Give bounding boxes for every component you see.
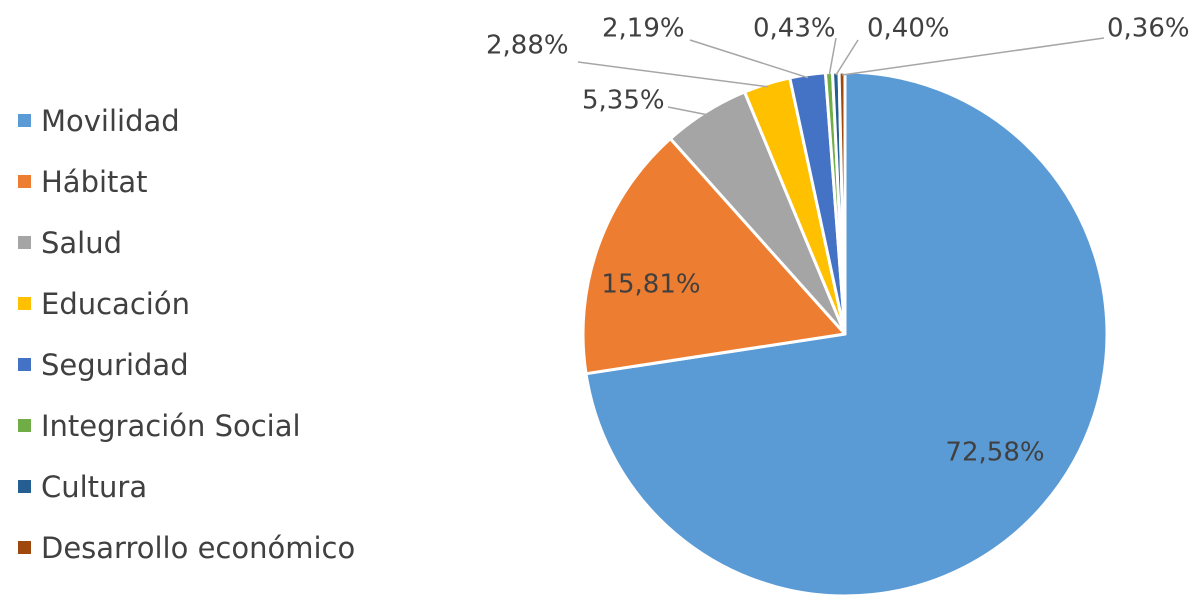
legend-swatch [18, 175, 31, 188]
data-label-habitat: 15,81% [601, 270, 700, 300]
slice-desarrollo-economico [837, 70, 847, 336]
leader-line-desarrollo-economico [841, 37, 1105, 76]
legend-item-integracion-social: Integración Social [18, 395, 355, 456]
data-label-seguridad: 2,19% [602, 14, 685, 44]
legend-swatch [18, 480, 31, 493]
legend-label: Seguridad [41, 347, 189, 382]
data-label-desarrollo-economico: 0,36% [1107, 14, 1190, 44]
legend-item-cultura: Cultura [18, 456, 355, 517]
chart-legend: Movilidad Hábitat Salud Educación Seguridad I… [18, 90, 355, 578]
legend-swatch [18, 114, 31, 127]
leader-lines [577, 37, 1105, 116]
legend-label: Cultura [41, 469, 148, 504]
legend-item-salud: Salud [18, 212, 355, 273]
data-label-movilidad: 72,58% [945, 438, 1044, 468]
legend-swatch [18, 358, 31, 371]
legend-swatch [18, 236, 31, 249]
legend-label: Educación [41, 286, 190, 321]
leader-line-integracion-social [828, 37, 837, 76]
legend-label: Hábitat [41, 164, 148, 199]
legend-swatch [18, 419, 31, 432]
data-label-salud: 5,35% [582, 86, 665, 116]
legend-item-habitat: Hábitat [18, 151, 355, 212]
legend-label: Desarrollo económico [41, 530, 356, 565]
leader-line-salud [667, 106, 708, 116]
legend-swatch [18, 541, 31, 554]
leader-line-educacion [577, 61, 768, 88]
data-label-educacion: 2,88% [486, 31, 569, 61]
data-label-integracion-social: 0,43% [753, 14, 836, 44]
leader-line-cultura [835, 39, 859, 76]
slice-habitat [581, 137, 847, 376]
data-label-cultura: 0,40% [867, 14, 950, 44]
legend-item-movilidad: Movilidad [18, 90, 355, 151]
legend-label: Movilidad [41, 103, 180, 138]
legend-label: Integración Social [41, 408, 301, 443]
legend-item-desarrollo-economico: Desarrollo económico [18, 517, 355, 578]
leader-line-seguridad [689, 39, 809, 79]
pie-slices [581, 70, 1109, 595]
data-labels: 72,58% 15,81% 5,35% 2,88% 2,19% 0,43% 0,40% 0,3… [486, 14, 1190, 468]
legend-item-educacion: Educación [18, 273, 355, 334]
legend-swatch [18, 297, 31, 310]
legend-item-seguridad: Seguridad [18, 334, 355, 395]
legend-label: Salud [41, 225, 123, 260]
